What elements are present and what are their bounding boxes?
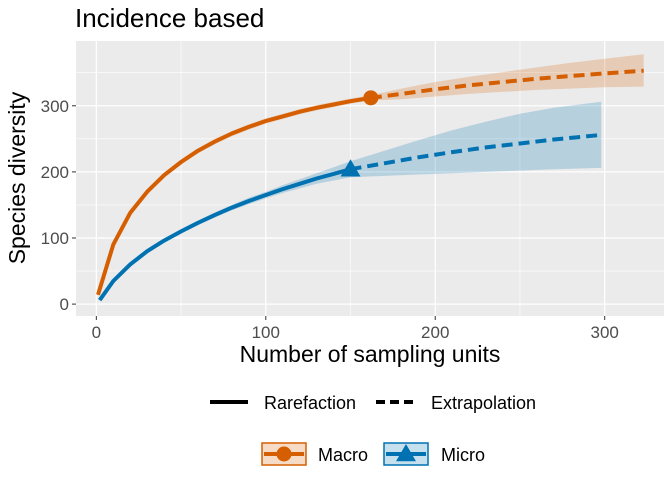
confidence-ribbons bbox=[98, 54, 644, 301]
x-tick-label: 200 bbox=[421, 323, 449, 342]
legend-micro-label: Micro bbox=[441, 445, 485, 465]
observed-markers bbox=[340, 90, 379, 177]
x-axis: 0 100 200 300 bbox=[92, 316, 619, 342]
legend-series: Macro Micro bbox=[261, 442, 485, 466]
y-tick-label: 100 bbox=[41, 229, 69, 248]
grid-major bbox=[76, 41, 664, 316]
legend-micro-key-marker bbox=[396, 444, 416, 462]
grid-minor bbox=[76, 41, 664, 316]
micro-observed-point bbox=[340, 159, 361, 177]
y-tick-label: 300 bbox=[41, 97, 69, 116]
plot-panel bbox=[76, 41, 664, 316]
legend-macro-label: Macro bbox=[318, 445, 368, 465]
x-tick-label: 0 bbox=[92, 323, 101, 342]
macro-rarefaction-line bbox=[96, 95, 372, 296]
x-axis-title: Number of sampling units bbox=[240, 341, 501, 367]
legend-rarefaction-label: Rarefaction bbox=[264, 393, 356, 413]
macro-confidence-band bbox=[98, 54, 644, 297]
y-axis: 0 100 200 300 bbox=[41, 97, 76, 314]
x-tick-label: 300 bbox=[591, 323, 619, 342]
legend-extrapolation-label: Extrapolation bbox=[431, 393, 536, 413]
chart-title: Incidence based bbox=[75, 3, 264, 33]
y-axis-title: Species diversity bbox=[4, 91, 30, 264]
y-tick-label: 0 bbox=[60, 295, 69, 314]
legend-linetype: Rarefaction Extrapolation bbox=[210, 393, 536, 413]
micro-extrapolation-line bbox=[350, 132, 602, 172]
macro-observed-point bbox=[363, 90, 379, 106]
micro-confidence-band bbox=[99, 101, 602, 301]
legend-macro-key-marker bbox=[276, 446, 292, 462]
macro-extrapolation-line bbox=[370, 68, 644, 100]
y-tick-label: 200 bbox=[41, 163, 69, 182]
x-tick-label: 100 bbox=[252, 323, 280, 342]
micro-rarefaction-line bbox=[98, 167, 352, 302]
series-lines bbox=[96, 68, 644, 302]
